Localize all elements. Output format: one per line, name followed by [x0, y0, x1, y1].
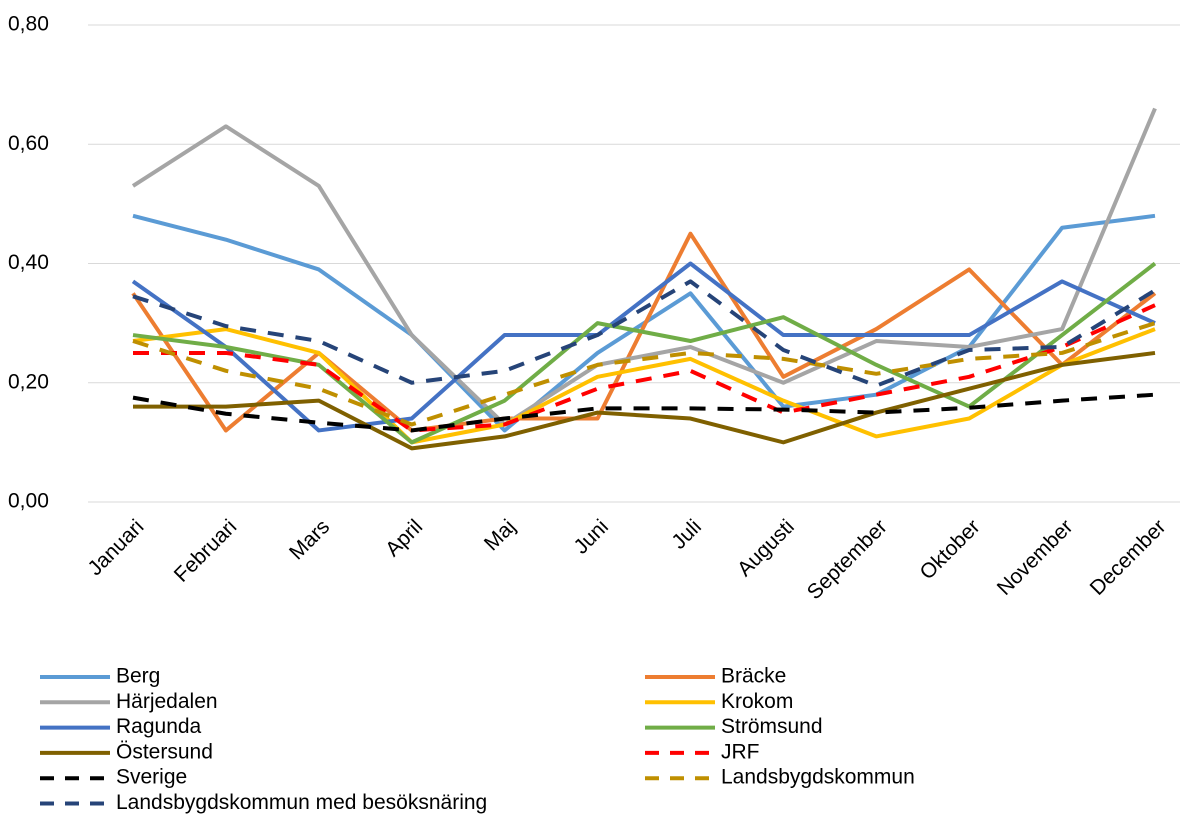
series-line: [131, 261, 1156, 433]
legend-label: Krokom: [721, 690, 793, 713]
x-tick-label: Oktober: [916, 515, 985, 584]
x-tick-label: November: [993, 515, 1078, 600]
x-tick-label: December: [1086, 515, 1171, 600]
legend-label: JRF: [721, 740, 760, 763]
y-tick-label: 0,00: [8, 490, 49, 513]
series-line: [132, 392, 1156, 433]
series-line: [132, 279, 1157, 388]
series-line: [133, 303, 1156, 433]
y-tick-label: 0,80: [8, 13, 49, 36]
x-tick-label: Maj: [480, 515, 520, 555]
x-tick-label: Mars: [285, 515, 334, 564]
series-line: [132, 321, 1156, 427]
series-line: [132, 327, 1156, 445]
legend-label: Ragunda: [116, 715, 202, 738]
legend-label: Berg: [116, 665, 160, 688]
x-tick-label: September: [803, 515, 892, 604]
y-tick-label: 0,40: [8, 251, 49, 274]
series-line: [131, 231, 1157, 433]
legend-label: Landsbygdskommun med besöksnäring: [116, 791, 487, 814]
legend-label: Östersund: [116, 740, 213, 763]
x-tick-label: Juli: [667, 515, 706, 554]
x-tick-label: Januari: [83, 515, 148, 580]
legend-label: Härjedalen: [116, 690, 218, 713]
x-tick-label: Juni: [569, 515, 613, 559]
legend-label: Sverige: [116, 766, 187, 789]
legend-label: Strömsund: [721, 715, 823, 738]
y-tick-label: 0,60: [8, 132, 49, 155]
series-line: [131, 107, 1157, 427]
series-line: [133, 350, 1156, 451]
legend-label: Bräcke: [721, 665, 786, 688]
x-tick-label: April: [381, 515, 427, 561]
x-tick-label: Augusti: [733, 515, 799, 581]
x-tick-label: Februari: [170, 515, 242, 587]
y-tick-label: 0,20: [8, 370, 49, 393]
legend-label: Landsbygdskommun: [721, 766, 915, 789]
